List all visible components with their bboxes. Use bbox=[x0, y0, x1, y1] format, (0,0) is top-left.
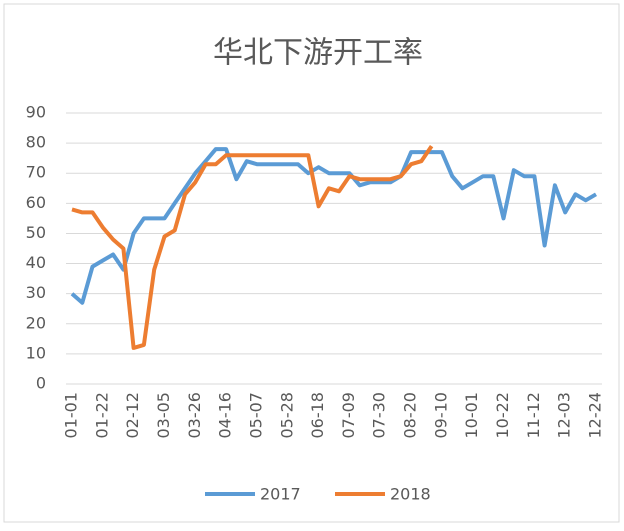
x-tick-label: 12-24 bbox=[586, 392, 605, 439]
x-tick-label: 01-22 bbox=[92, 392, 111, 439]
y-tick-label: 30 bbox=[26, 283, 46, 302]
y-tick-label: 70 bbox=[26, 163, 46, 182]
x-tick-label: 07-30 bbox=[370, 392, 389, 439]
legend-label: 2017 bbox=[260, 485, 301, 504]
legend-label: 2018 bbox=[390, 485, 431, 504]
y-tick-label: 10 bbox=[26, 343, 46, 362]
line bbox=[70, 147, 598, 305]
x-tick-label: 07-09 bbox=[339, 392, 358, 439]
y-tick-label: 20 bbox=[26, 313, 46, 332]
chart-frame bbox=[3, 3, 620, 523]
x-tick-label: 08-20 bbox=[401, 392, 420, 439]
x-tick-label: 11-12 bbox=[524, 392, 543, 439]
x-tick-label: 09-10 bbox=[431, 392, 450, 439]
x-tick-label: 10-22 bbox=[493, 392, 512, 439]
y-tick-label: 50 bbox=[26, 223, 46, 242]
x-tick-label: 05-07 bbox=[246, 392, 265, 439]
line bbox=[71, 144, 434, 350]
x-tick-label: 01-01 bbox=[62, 392, 81, 439]
y-tick-label: 0 bbox=[36, 374, 46, 393]
y-tick-label: 90 bbox=[26, 103, 46, 122]
x-tick-label: 04-16 bbox=[216, 392, 235, 439]
x-tick-label: 05-28 bbox=[277, 392, 296, 439]
x-tick-label: 02-12 bbox=[123, 392, 142, 439]
chart-title: 华北下游开工率 bbox=[213, 36, 423, 71]
y-tick-label: 80 bbox=[26, 133, 46, 152]
x-tick-label: 03-05 bbox=[154, 392, 173, 439]
x-tick-label: 06-18 bbox=[308, 392, 327, 439]
x-tick-label: 10-01 bbox=[462, 392, 481, 439]
y-tick-label: 60 bbox=[26, 193, 46, 212]
x-tick-label: 12-03 bbox=[555, 392, 574, 439]
y-tick-label: 40 bbox=[26, 253, 46, 272]
x-tick-label: 03-26 bbox=[185, 392, 204, 439]
